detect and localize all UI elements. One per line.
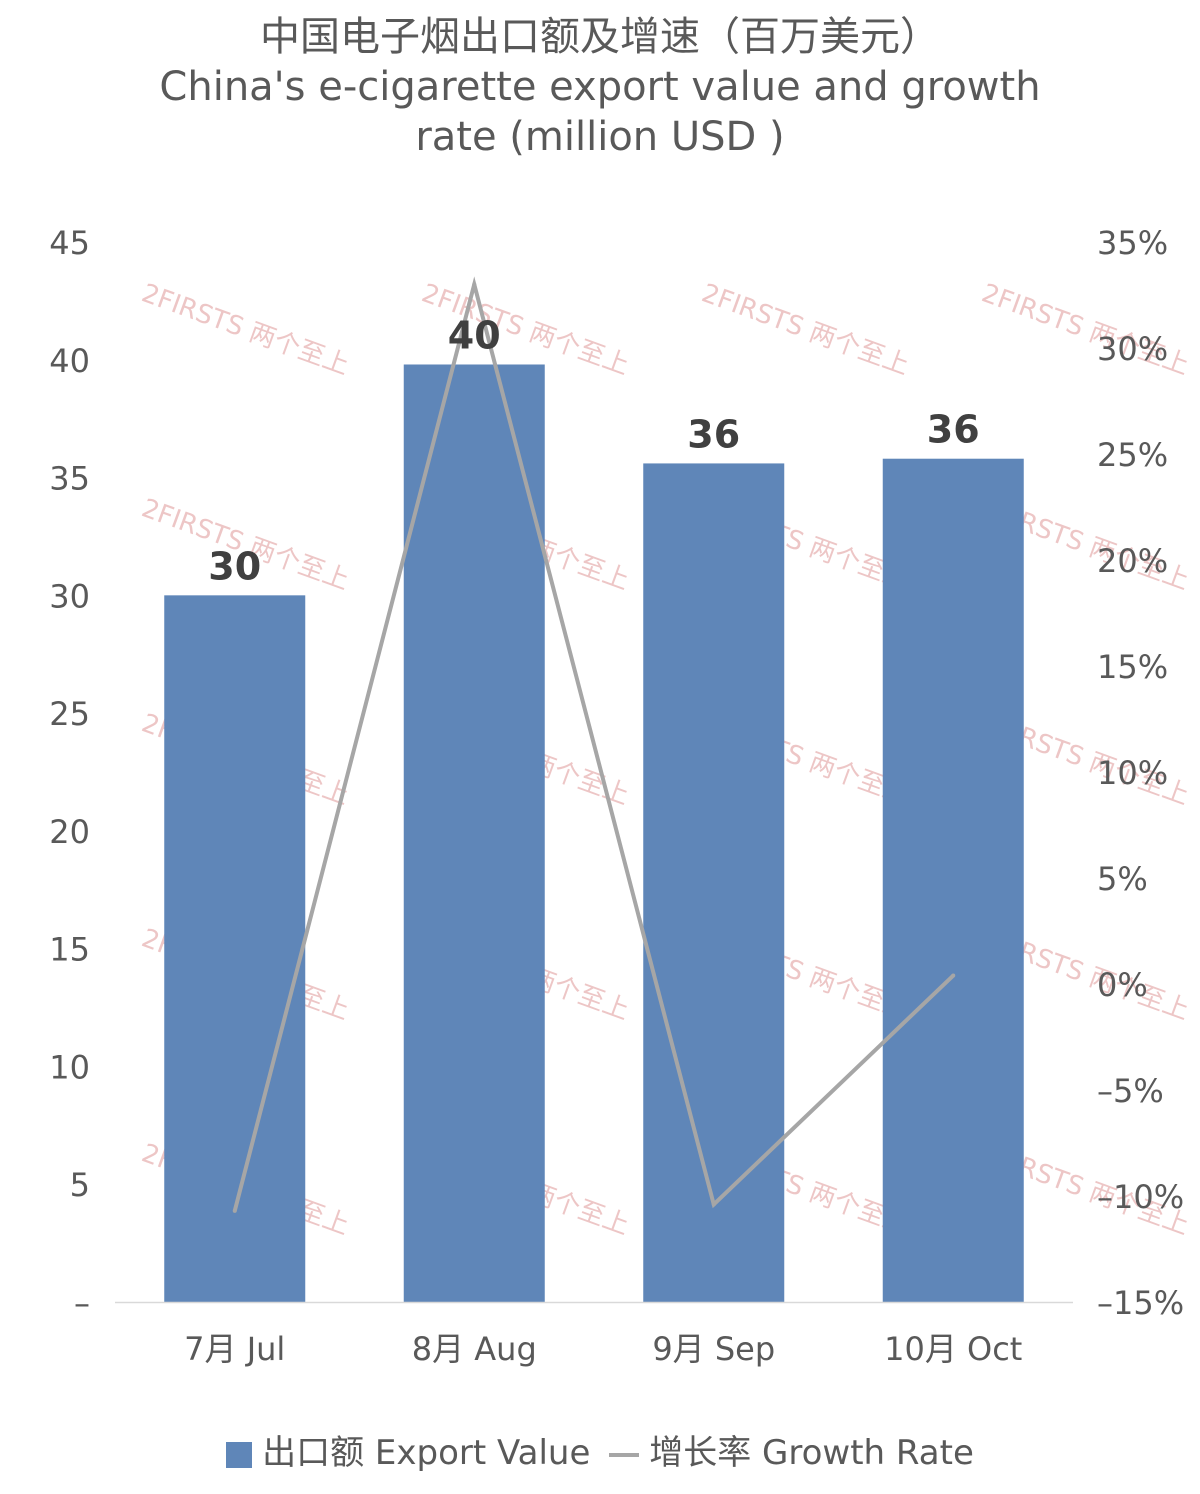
y-right-tick-label: 10% (1097, 754, 1168, 792)
growth-rate-point (232, 1208, 237, 1213)
legend-label-growth-rate: 增长率 Growth Rate (649, 1433, 974, 1473)
y-left-tick-label: 20 (49, 813, 90, 851)
legend-item-growth-rate: 增长率 Growth Rate (609, 1425, 974, 1474)
y-left-tick-label: 40 (49, 342, 90, 380)
x-tick-label: 9月 Sep (652, 1330, 775, 1368)
legend-item-export-value: 出口额 Export Value (226, 1425, 590, 1474)
y-right-tick-label: –5% (1097, 1072, 1164, 1110)
bar-export-value (403, 364, 545, 1302)
growth-rate-point (951, 973, 956, 978)
x-tick-label: 7月 Jul (184, 1330, 285, 1368)
bar-data-label: 30 (208, 544, 261, 588)
y-left-tick-label: 25 (49, 695, 90, 733)
bar-export-value (882, 458, 1024, 1302)
chart-title-zh: 中国电子烟出口额及增速（百万美元） (260, 14, 940, 60)
y-left-tick-label: 10 (49, 1048, 90, 1086)
y-right-tick-label: 20% (1097, 542, 1168, 580)
y-left-tick-label: – (74, 1284, 90, 1322)
bar-export-value (643, 463, 785, 1302)
y-right-tick-label: 15% (1097, 648, 1168, 686)
bar-export-value (164, 595, 306, 1302)
watermark-text: 2FIRSTS 两个至上 (698, 278, 913, 381)
x-tick-label: 10月 Oct (884, 1330, 1022, 1368)
y-right-tick-label: 30% (1097, 330, 1168, 368)
legend-label-export-value: 出口额 Export Value (262, 1433, 591, 1473)
growth-rate-point (472, 282, 477, 287)
growth-rate-point (711, 1202, 716, 1207)
x-tick-label: 8月 Aug (412, 1330, 537, 1368)
growth-rate-line (232, 276, 955, 1212)
y-right-tick-label: –15% (1097, 1284, 1184, 1322)
legend-bar-swatch (226, 1441, 253, 1468)
chart-title-en-line1: China's e-cigarette export value and gro… (159, 64, 1041, 110)
bar-data-label: 36 (687, 412, 740, 456)
y-right-tick-label: –10% (1097, 1178, 1184, 1216)
y-left-tick-label: 35 (49, 460, 90, 498)
watermark-text: 2FIRSTS 两个至上 (138, 278, 353, 381)
y-left-tick-label: 45 (49, 224, 90, 262)
chart-title-en-line2: rate (million USD ) (415, 114, 785, 160)
y-right-tick-label: 25% (1097, 436, 1168, 474)
legend: 出口额 Export Value 增长率 Growth Rate (0, 1425, 1200, 1474)
y-right-tick-label: 0% (1097, 966, 1148, 1004)
y-left-tick-label: 15 (49, 931, 90, 969)
bar-data-label: 36 (927, 408, 980, 452)
y-left-tick-label: 5 (70, 1166, 90, 1204)
legend-line-swatch (609, 1452, 640, 1457)
y-right-tick-label: 5% (1097, 860, 1148, 898)
y-right-tick-label: 35% (1097, 224, 1168, 262)
bar-data-label: 40 (448, 313, 501, 357)
y-left-tick-label: 30 (49, 577, 90, 615)
